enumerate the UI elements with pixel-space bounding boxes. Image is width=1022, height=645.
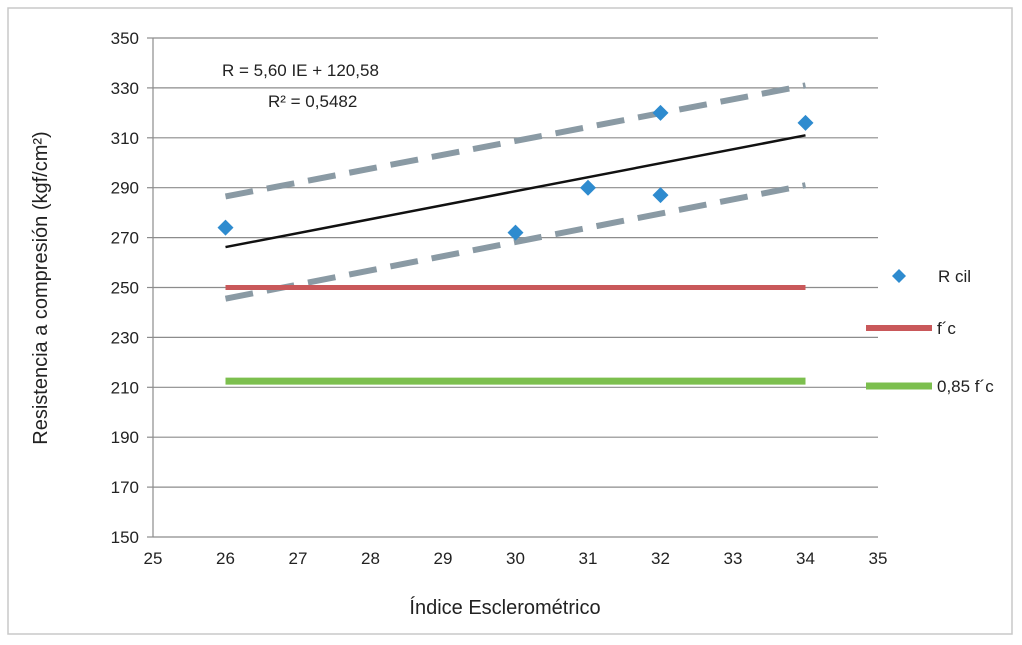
y-tick-label: 310 [111,129,139,148]
y-tick-label: 210 [111,378,139,397]
x-tick-label: 29 [434,549,453,568]
y-tick-label: 270 [111,229,139,248]
x-tick-label: 32 [651,549,670,568]
x-tick-label: 31 [579,549,598,568]
axes: 150 170 190 210 230 250 270 290 310 330 350 25 26 27 2… [111,29,888,568]
data-point [652,187,669,204]
x-tick-label: 27 [289,549,308,568]
x-tick-label: 30 [506,549,525,568]
y-tick-label: 230 [111,328,139,347]
data-point [507,224,524,241]
data-point [652,104,669,121]
x-tick-label: 35 [869,549,888,568]
legend-label: f´c [937,319,956,338]
series-layer [217,82,814,385]
data-point [217,219,234,236]
y-axis-label: Resistencia a compresión (kgf/cm²) [30,131,52,444]
confidence-band-line [224,82,807,200]
x-axis-label: Índice Esclerométrico [409,596,600,619]
x-tick-label: 33 [724,549,743,568]
legend-label: R cil [938,267,971,286]
r-squared-label: R² = 0,5482 [268,92,357,111]
y-tick-label: 330 [111,79,139,98]
x-tick-label: 28 [361,549,380,568]
data-point [797,114,814,131]
x-tick-label: 34 [796,549,815,568]
chart-border [7,7,1013,635]
y-tick-label: 190 [111,428,139,447]
data-point [580,179,596,196]
legend-label: 0,85 f´c [937,377,994,396]
trend-line [225,134,806,249]
confidence-band-line [224,182,807,302]
regression-equation: R = 5,60 IE + 120,58 [222,61,379,80]
legend-marker [892,269,906,283]
x-tick-label: 25 [144,549,163,568]
y-tick-label: 250 [111,279,139,298]
legend: R cil f´c 0,85 f´c [866,267,994,396]
y-tick-label: 290 [111,179,139,198]
y-tick-label: 170 [111,478,139,497]
y-tick-label: 150 [111,528,139,547]
y-tick-label: 350 [111,29,139,48]
x-tick-label: 26 [216,549,235,568]
